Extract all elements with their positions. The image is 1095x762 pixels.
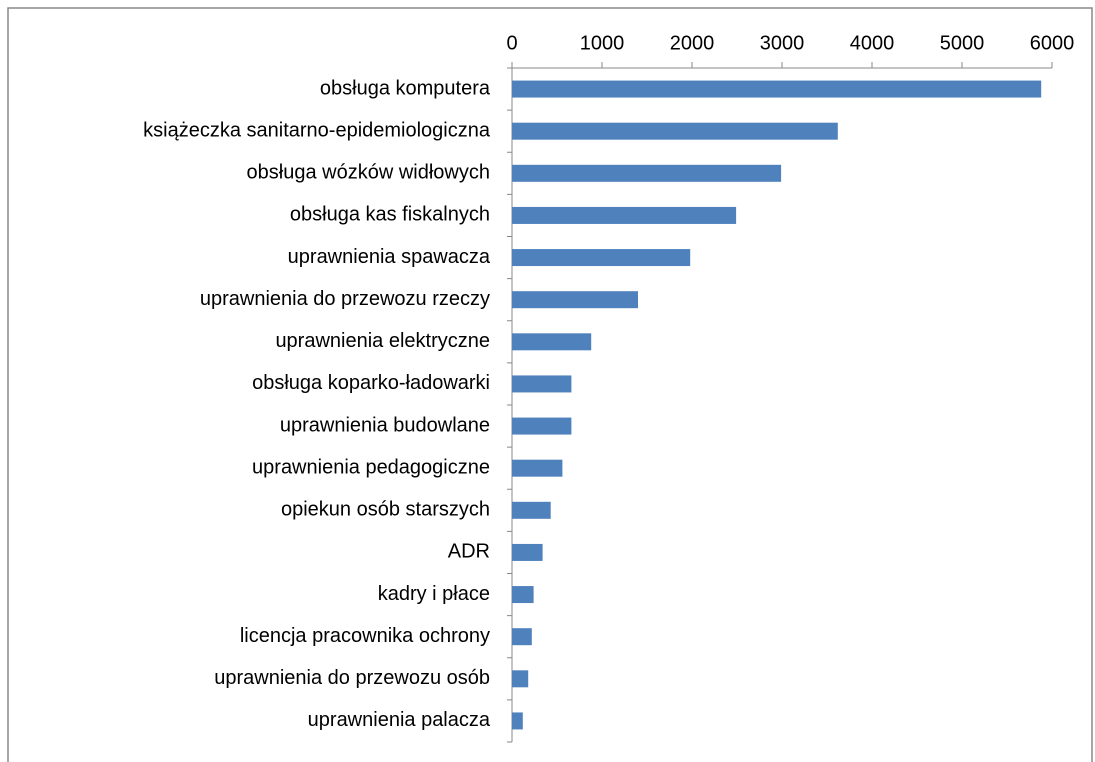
bar [512,543,543,561]
y-tick-label: uprawnienia palacza [308,709,491,731]
bar [512,80,1042,98]
y-tick-label: obsługa komputera [320,77,491,99]
bar [512,586,534,604]
bar [512,122,838,140]
y-tick-label: uprawnienia pedagogiczne [252,456,490,478]
y-tick-label: obsługa kas fiskalnych [290,204,490,226]
y-tick-label: książeczka sanitarno-epidemiologiczna [143,119,491,141]
bar [512,459,563,477]
y-tick-label: opiekun osób starszych [281,499,490,521]
y-tick-label: uprawnienia spawacza [288,246,491,268]
bar [512,417,572,435]
bar [512,206,737,224]
x-tick-label: 2000 [670,32,715,54]
x-tick-label: 1000 [580,32,625,54]
bar [512,712,523,730]
x-tick-label: 5000 [940,32,985,54]
y-tick-label: obsługa koparko-ładowarki [252,372,490,394]
y-tick-label: uprawnienia elektryczne [275,330,490,352]
bar [512,501,551,519]
y-tick-label: ADR [448,541,490,563]
chart-frame [7,7,1093,762]
bar [512,164,782,182]
bar [512,375,572,393]
x-tick-label: 0 [506,32,517,54]
x-tick-label: 3000 [760,32,805,54]
y-tick-label: obsługa wózków widłowych [247,162,490,184]
x-tick-label: 4000 [850,32,895,54]
bar [512,249,691,267]
bar [512,333,592,351]
y-tick-label: uprawnienia budowlane [280,414,490,436]
bar [512,628,532,646]
y-tick-label: uprawnienia do przewozu osób [214,667,490,689]
y-tick-label: kadry i płace [378,583,490,605]
y-tick-label: uprawnienia do przewozu rzeczy [200,288,490,310]
x-tick-label: 6000 [1030,32,1075,54]
bar [512,670,529,688]
y-tick-label: licencja pracownika ochrony [240,625,490,647]
bar [512,291,638,309]
